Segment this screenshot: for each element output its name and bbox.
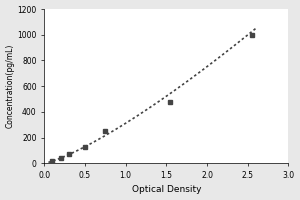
X-axis label: Optical Density: Optical Density	[132, 185, 201, 194]
Y-axis label: Concentration(pg/mL): Concentration(pg/mL)	[6, 44, 15, 128]
